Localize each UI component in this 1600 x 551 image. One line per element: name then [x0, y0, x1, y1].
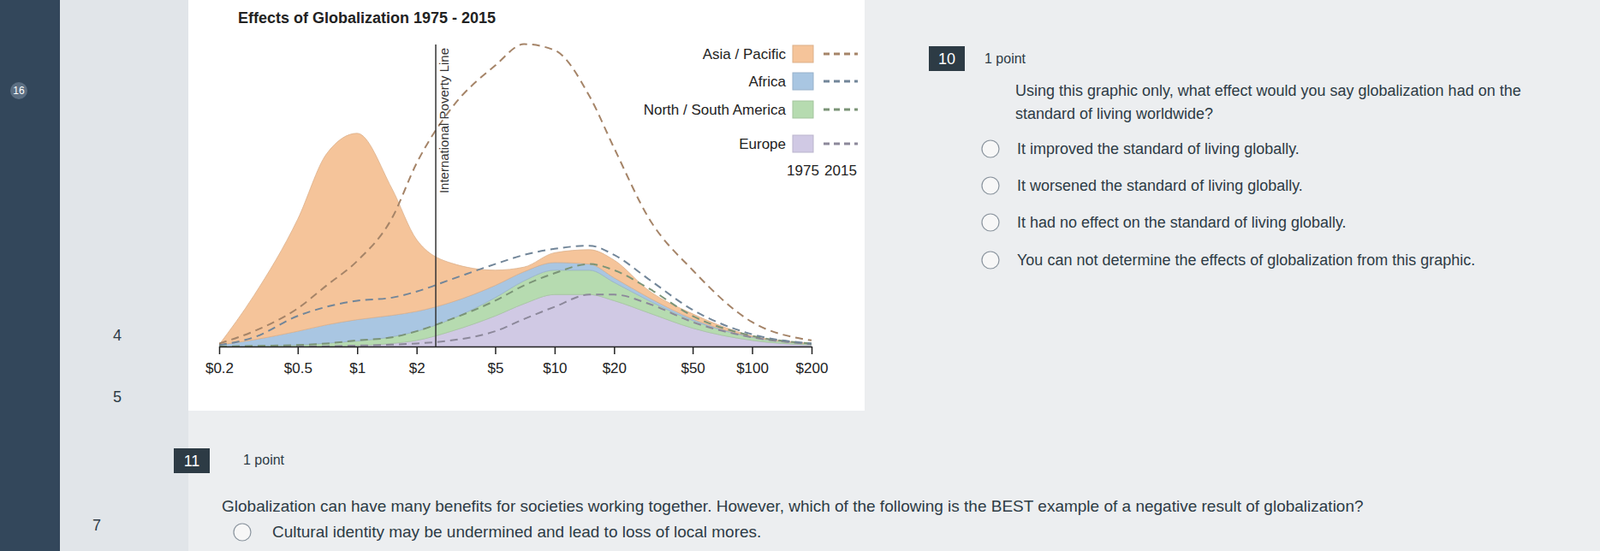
question-text: Using this graphic only, what effect wou… — [1015, 82, 1522, 100]
tick-label: $100 — [736, 360, 769, 377]
tick-label: $20 — [602, 360, 627, 377]
tick-mark — [751, 346, 754, 355]
tick-label: $0.2 — [205, 360, 234, 377]
chart-title: Effects of Globalization 1975 - 2015 — [237, 9, 496, 27]
question-number: 11 — [184, 452, 201, 470]
question-badge — [173, 448, 210, 474]
sidebar-item[interactable]: 16 — [12, 84, 25, 97]
tick: $50 — [680, 346, 705, 377]
tick-label: $1 — [349, 360, 366, 377]
legend-label: Asia / Pacific — [702, 46, 787, 63]
sidebar-item[interactable]: 5 — [113, 388, 122, 406]
question-number: 10 — [938, 50, 956, 68]
tick-label: $200 — [796, 360, 829, 377]
legend-label: Europe — [738, 136, 786, 153]
legend-label: Africa — [749, 73, 787, 90]
radio[interactable] — [981, 140, 1000, 158]
question-points: 1 point — [243, 452, 286, 468]
tick: $1 — [349, 346, 366, 377]
background — [0, 0, 1600, 551]
tick: $20 — [602, 346, 627, 377]
legend-dash — [823, 108, 858, 112]
tick: $100 — [736, 346, 769, 377]
tick-mark — [416, 346, 418, 355]
question-text: standard of living worldwide? — [1015, 105, 1214, 123]
option-text[interactable]: It had no effect on the standard of livi… — [1017, 214, 1347, 232]
tick: $0.5 — [284, 346, 313, 377]
tick: $2 — [409, 346, 426, 377]
question-text: Globalization can have many benefits for… — [221, 497, 1364, 516]
badge — [10, 82, 28, 100]
legend-swatch — [792, 45, 814, 63]
legend-year: 2015 — [824, 162, 857, 179]
page: 16 4 5 7 Effects of Globalization 1975 - 201… — [0, 0, 1600, 551]
tick-mark — [811, 346, 814, 355]
area-1975 — [219, 133, 812, 345]
sidebar-rail — [0, 0, 60, 551]
tick-label: $50 — [680, 360, 705, 377]
tick-mark — [554, 346, 557, 355]
legend-swatch — [792, 72, 814, 90]
radio[interactable] — [981, 251, 1000, 269]
tick-label: $2 — [409, 360, 426, 377]
annotation: International Poverty Line — [436, 47, 452, 194]
legend-dash — [823, 142, 858, 146]
question-points: 1 point — [984, 51, 1027, 66]
tick: $10 — [542, 346, 567, 377]
line-2015 — [219, 245, 812, 345]
legend-dash — [823, 80, 858, 84]
tick-label: $10 — [542, 360, 567, 377]
axis-line — [220, 346, 813, 349]
option-text[interactable]: Cultural identity may be undermined and … — [272, 523, 762, 542]
legend: Asia / Pacific Africa North / South Americ… — [643, 45, 858, 179]
tick: $200 — [796, 346, 829, 377]
option-text[interactable]: It improved the standard of living globa… — [1017, 140, 1300, 158]
tick-mark — [356, 346, 359, 355]
line-2015 — [219, 264, 812, 347]
legend-year: 1975 — [786, 162, 820, 179]
option-text[interactable]: It worsened the standard of living globa… — [1017, 177, 1303, 195]
question-badge — [928, 46, 965, 72]
plot-area — [219, 44, 812, 347]
x-axis: $0.2 $0.5 $1 $2 $5 $10 $20 $50 $100 $200 — [205, 346, 828, 377]
legend-swatch — [792, 101, 814, 119]
tick-label: $0.5 — [284, 360, 313, 377]
sidebar-item[interactable]: 7 — [92, 517, 102, 535]
tick-mark — [613, 346, 616, 355]
tick: $5 — [487, 346, 504, 377]
line-2015 — [219, 44, 812, 345]
tick-mark — [692, 346, 695, 355]
tick-mark — [494, 346, 497, 355]
chart-card — [188, 0, 865, 411]
tick-mark — [219, 346, 221, 355]
legend-dash — [823, 53, 858, 56]
legend-label: North / South America — [643, 101, 787, 119]
radio[interactable] — [981, 177, 1000, 195]
sidebar-panel — [59, 0, 189, 551]
tick-mark — [297, 346, 300, 355]
option-text[interactable]: You can not determine the effects of glo… — [1017, 251, 1476, 269]
line-2015 — [219, 294, 812, 347]
tick: $0.2 — [205, 346, 234, 377]
tick-label: $5 — [487, 360, 504, 377]
radio[interactable] — [233, 523, 251, 542]
sidebar-item[interactable]: 4 — [113, 327, 122, 345]
legend-swatch — [792, 135, 814, 153]
radio[interactable] — [981, 214, 1000, 232]
